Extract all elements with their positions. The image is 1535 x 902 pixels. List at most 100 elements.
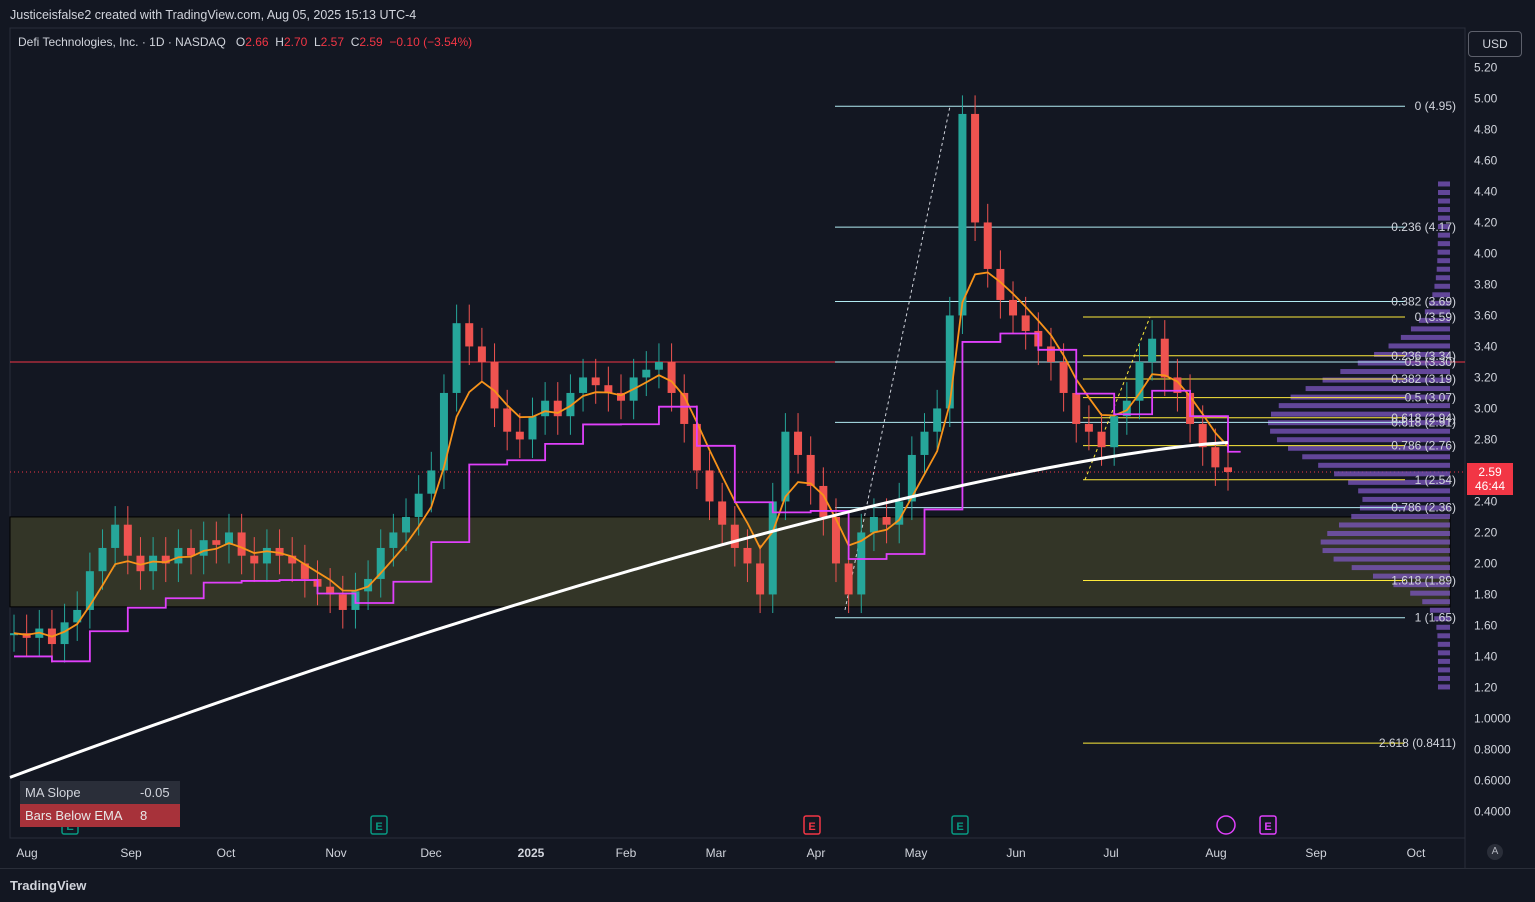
earnings-event-icon (1259, 815, 1277, 835)
candle-body (288, 555, 297, 564)
x-tick-label: Aug (1205, 846, 1226, 860)
bars-below-ema-value: 8 (140, 808, 148, 823)
x-tick-label: Oct (217, 846, 236, 860)
volume-profile-bar (1393, 582, 1450, 588)
last-price-label: 2.59 46:44 (1467, 463, 1513, 495)
fib-level-label: 0.236 (3.34) (1391, 349, 1456, 363)
split-event-icon (1216, 815, 1236, 835)
volume-profile-bar (1372, 573, 1450, 579)
candle-body (705, 470, 714, 502)
table-row: Bars Below EMA 8 (20, 804, 180, 827)
fib-level-label: 0.618 (2.91) (1391, 415, 1456, 429)
candle-body (882, 516, 891, 525)
close-label: C (350, 35, 360, 49)
candle-body (1084, 423, 1093, 432)
candle-body (402, 516, 411, 533)
high-value: 2.70 (283, 35, 308, 49)
autoscale-button[interactable]: A (1487, 844, 1503, 860)
candle-body (1110, 416, 1119, 448)
candle-body (1097, 431, 1106, 448)
candle-body (490, 361, 499, 409)
candle-body (161, 555, 170, 564)
x-tick-label: Feb (616, 846, 637, 860)
volume-profile-bar (1437, 190, 1450, 195)
x-tick-label: Apr (807, 846, 826, 860)
ma-slope-value: -0.05 (140, 785, 170, 800)
x-tick-label: Mar (706, 846, 727, 860)
candle-body (566, 392, 575, 417)
candle-body (945, 315, 954, 409)
candle-body (465, 323, 474, 347)
earnings-event-icon (370, 815, 388, 835)
fib-level-label: 0 (3.59) (1415, 310, 1456, 324)
fib-level-label: 0.382 (3.19) (1391, 372, 1456, 386)
high-label: H (275, 35, 284, 49)
candle-body (1046, 346, 1055, 362)
fib-level-label: 1.618 (1.89) (1391, 574, 1456, 588)
volume-profile-bar (1437, 224, 1450, 230)
candle-body (1173, 377, 1182, 393)
volume-profile-bar (1437, 658, 1450, 664)
candle-body (1059, 361, 1068, 393)
earnings-event-letter: E (66, 821, 73, 833)
y-tick-label: 1.0000 (1474, 711, 1511, 725)
y-tick-label: 3.80 (1474, 277, 1498, 291)
y-tick-label: 2.40 (1474, 494, 1498, 508)
y-tick-label: 3.60 (1474, 308, 1498, 322)
x-tick-label: Dec (420, 846, 441, 860)
volume-profile-bar (1362, 496, 1450, 502)
volume-profile-bar (1348, 479, 1450, 485)
earnings-event-letter: E (1264, 821, 1271, 833)
candle-body (604, 385, 613, 393)
candle-body (692, 423, 701, 471)
volume-profile-bar (1432, 292, 1450, 298)
volume-profile-bar (1437, 641, 1450, 647)
candle-body (1148, 338, 1157, 362)
price-chart[interactable]: 0 (4.95) 0.236 (4.17) 0.382 (3.69) 0.5 (3.3… (0, 0, 1535, 868)
volume-profile-bar (1278, 403, 1450, 409)
candle-body (149, 555, 158, 572)
candle-body (85, 571, 94, 610)
volume-profile-bar (1429, 607, 1450, 613)
volume-profile-bar (1422, 599, 1450, 605)
x-tick-label: Oct (1407, 846, 1426, 860)
stats-table: MA Slope -0.05 Bars Below EMA 8 (20, 781, 180, 827)
y-tick-label: 0.8000 (1474, 742, 1511, 756)
candle-body (452, 323, 461, 393)
candle-body (579, 377, 588, 393)
low-value: 2.57 (320, 35, 345, 49)
volume-profile-bar (1436, 266, 1450, 272)
candle-body (111, 524, 120, 548)
volume-profile-bar (1400, 334, 1450, 340)
candle-body (262, 547, 271, 564)
volume-profile-bar (1302, 454, 1450, 460)
candle-body (857, 532, 866, 595)
candle-body (73, 609, 82, 623)
candle-body (1224, 467, 1232, 472)
candle-body (933, 408, 942, 432)
volume-profile-bar (1270, 411, 1450, 417)
ma-slope-label: MA Slope (25, 785, 81, 800)
volume-profile-bar (1305, 386, 1450, 392)
y-tick-label: 4.20 (1474, 215, 1498, 229)
candle-body (768, 501, 777, 595)
fib-level-label: 0.618 (2.94) (1391, 411, 1456, 425)
volume-profile-bar (1434, 283, 1450, 289)
volume-profile-bar (1437, 675, 1450, 681)
candle-body (326, 586, 335, 595)
volume-profile-bar (1437, 258, 1450, 264)
ohlc-legend: Defi Technologies, Inc. · 1D · NASDAQ O2… (18, 35, 472, 49)
candle-body (794, 431, 803, 455)
currency-button[interactable]: USD (1468, 31, 1522, 57)
candle-body (996, 268, 1005, 300)
candle-body (667, 361, 676, 393)
candle-body (98, 547, 107, 572)
volume-profile-bar (1437, 181, 1450, 187)
fib-level-label: 0.786 (2.36) (1391, 501, 1456, 515)
candle-body (1135, 361, 1144, 401)
volume-profile-bar (1429, 300, 1450, 306)
candle-body (123, 524, 132, 556)
y-tick-label: 2.80 (1474, 432, 1498, 446)
plot-area (9, 27, 1466, 839)
volume-profile-bar (1288, 445, 1450, 451)
